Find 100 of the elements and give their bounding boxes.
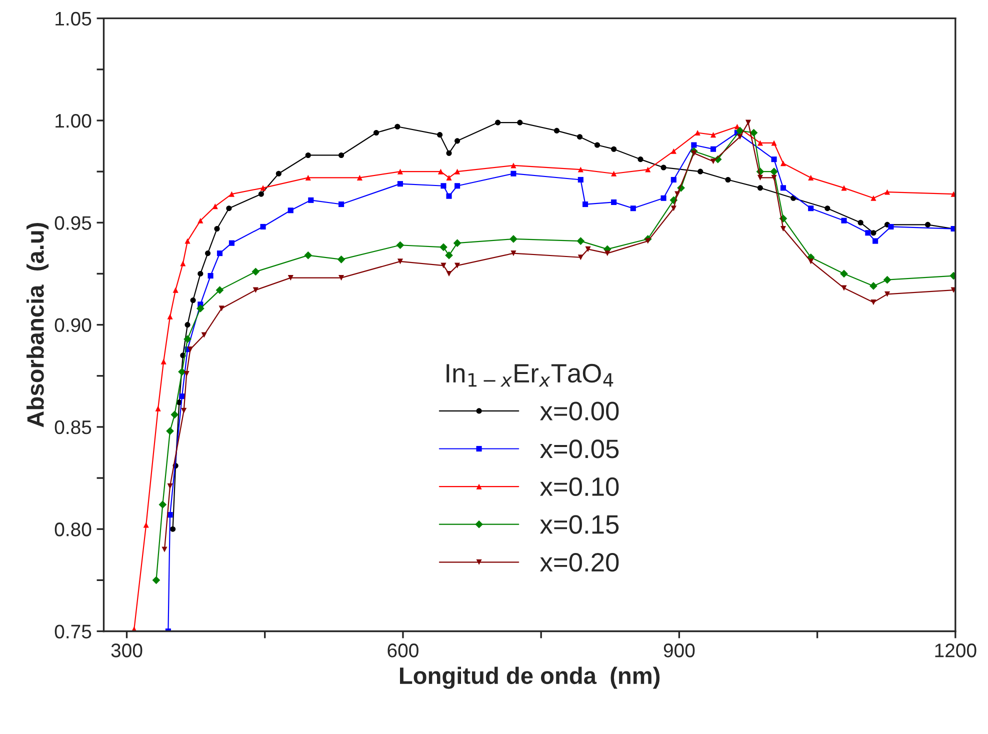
point <box>288 208 294 214</box>
point <box>578 254 584 260</box>
legend-label: x=0.15 <box>540 515 619 534</box>
point <box>611 146 617 152</box>
point <box>888 224 894 230</box>
y-tick-label: 0.80 <box>54 522 92 536</box>
point <box>780 160 786 166</box>
point <box>198 270 204 276</box>
point <box>445 251 453 260</box>
y-axis-title: Absorbancia (a.u) <box>26 222 49 428</box>
point <box>337 255 346 264</box>
point <box>611 199 617 205</box>
point <box>510 170 516 176</box>
point <box>454 138 460 144</box>
point <box>950 191 956 197</box>
point <box>152 576 160 584</box>
point <box>840 270 848 278</box>
point <box>453 239 462 248</box>
point <box>872 238 878 244</box>
point <box>304 251 312 260</box>
point <box>198 218 204 224</box>
point <box>205 250 211 256</box>
point <box>870 195 876 201</box>
point <box>771 174 777 180</box>
point <box>180 260 186 266</box>
point <box>576 237 585 245</box>
point <box>611 170 617 176</box>
point <box>396 241 404 250</box>
point <box>288 275 294 281</box>
point <box>228 191 234 197</box>
point <box>883 276 892 284</box>
point <box>260 185 266 191</box>
point <box>158 500 167 509</box>
legend-title: In$_{1−x}$Er$_{x}$TaO$_{4}$ <box>446 364 614 387</box>
point <box>437 132 443 138</box>
point <box>808 174 814 180</box>
y-tick-label: 0.85 <box>54 420 92 434</box>
point <box>884 189 890 195</box>
point <box>170 526 176 532</box>
point <box>576 134 583 140</box>
point <box>446 193 452 199</box>
point <box>394 124 400 130</box>
y-tick-label: 0.95 <box>54 216 92 230</box>
point <box>184 335 192 344</box>
point <box>228 240 234 246</box>
point <box>208 272 214 279</box>
point <box>710 132 716 138</box>
point <box>184 322 190 328</box>
point <box>554 128 560 134</box>
point <box>736 126 744 135</box>
point <box>308 197 314 203</box>
point <box>170 410 179 419</box>
point <box>670 176 676 183</box>
point <box>841 285 847 291</box>
point <box>870 230 876 236</box>
point <box>858 220 864 226</box>
point <box>190 298 196 304</box>
point <box>454 183 460 189</box>
point <box>397 258 403 264</box>
point <box>440 183 446 189</box>
point <box>167 314 173 320</box>
point <box>841 218 847 224</box>
point <box>338 201 344 208</box>
point <box>780 226 786 232</box>
point <box>757 174 763 180</box>
legend-label: x=0.10 <box>540 477 619 496</box>
point <box>226 206 232 212</box>
point <box>184 371 190 377</box>
point <box>694 130 700 136</box>
point <box>155 406 161 412</box>
point <box>440 243 448 252</box>
point <box>770 168 778 176</box>
point <box>924 222 931 228</box>
y-tick-label: 1.00 <box>56 114 92 128</box>
point <box>808 258 814 264</box>
point <box>166 427 174 435</box>
point <box>737 134 743 140</box>
point <box>870 300 876 306</box>
point <box>510 250 516 256</box>
legend-label: x=0.20 <box>540 552 619 572</box>
y-tick-label: 0.90 <box>54 318 92 332</box>
legend-label: x=0.05 <box>540 440 619 458</box>
point <box>578 166 584 172</box>
x-tick-label: 600 <box>388 644 418 658</box>
point <box>446 270 452 276</box>
point <box>160 358 166 364</box>
point <box>660 164 666 170</box>
point <box>710 146 716 152</box>
point <box>585 246 591 252</box>
point <box>178 368 186 376</box>
point <box>184 238 190 244</box>
point <box>162 546 168 552</box>
point <box>691 150 697 156</box>
point <box>582 201 588 208</box>
point <box>397 168 403 174</box>
point <box>698 168 704 174</box>
point <box>691 142 697 148</box>
point <box>757 185 763 191</box>
x-tick-label: 1200 <box>935 644 976 658</box>
point <box>780 185 786 191</box>
